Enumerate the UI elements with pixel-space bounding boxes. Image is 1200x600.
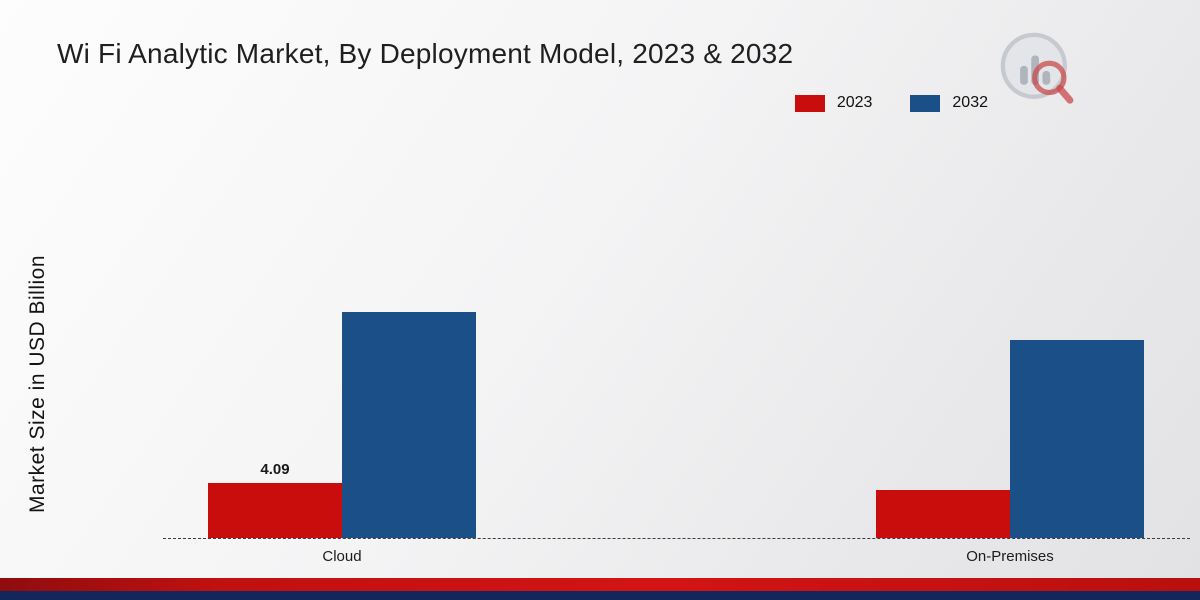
x-axis-line	[163, 538, 1190, 539]
bar-on-premises-2032	[1010, 340, 1144, 538]
bar-value-label: 4.09	[260, 461, 290, 478]
legend-swatch-2032-icon	[910, 94, 941, 112]
legend-label-2023: 2023	[836, 94, 873, 111]
legend-item-2032: 2032	[910, 94, 988, 112]
bar-group-cloud: 4.09	[208, 312, 476, 538]
legend: 2023 2032	[794, 94, 988, 112]
legend-label-2032: 2032	[952, 94, 988, 111]
bar-cloud-2023: 4.09	[208, 461, 342, 538]
x-axis-category-label: Cloud	[322, 548, 362, 565]
bar-cloud-2032	[342, 312, 476, 538]
chart-title: Wi Fi Analytic Market, By Deployment Mod…	[57, 38, 794, 69]
footer-accent-red-bar	[0, 578, 1200, 591]
brand-logo-icon	[1000, 32, 1074, 104]
footer-accent-navy-bar	[0, 591, 1200, 600]
bar-group-on-premises	[876, 340, 1144, 538]
legend-item-2023: 2023	[794, 94, 873, 112]
legend-swatch-2023-icon	[794, 94, 825, 112]
x-axis-category-label: On-Premises	[966, 548, 1054, 565]
bar-on-premises-2023	[876, 490, 1010, 538]
